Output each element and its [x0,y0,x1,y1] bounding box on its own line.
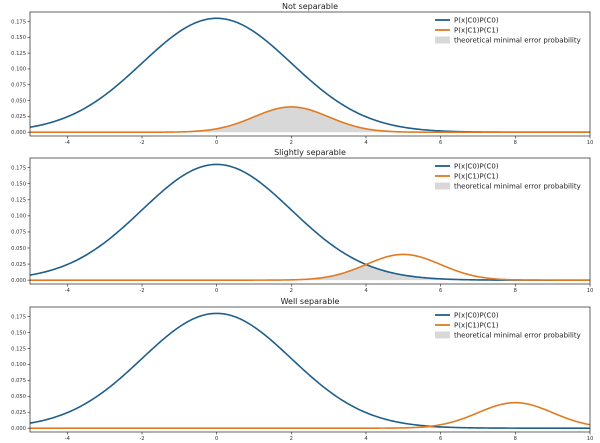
legend-label-c0: P(x|C0)P(C0) [454,16,499,24]
chart-panel-1: Not separable -4 -2 0 2 4 6 8 10 0.000 0.025 0.050 0… [11,2,593,146]
x-tick-label: -2 [139,140,144,146]
y-tick-label: 0.100 [11,362,26,368]
x-tick-label: 8 [514,140,517,146]
legend-label-c1: P(x|C1)P(C1) [454,321,499,329]
legend-label-c0: P(x|C0)P(C0) [454,162,499,170]
chart-panel-3: Well separable -4 -2 0 2 4 6 8 10 0.000 0.025 0.050… [11,297,593,442]
legend: P(x|C0)P(C0) P(x|C1)P(C1) theoretical mini… [435,162,581,190]
error-probability-area [30,106,590,133]
axes-frame [29,306,591,433]
legend-swatch-error [435,331,450,339]
x-tick-label: 6 [439,436,442,442]
legend-label-c1: P(x|C1)P(C1) [454,172,499,180]
x-tick-label: -4 [65,288,71,294]
legend-swatch-error [435,182,450,190]
series-line-c1 [30,401,591,429]
y-tick-label: 0.000 [11,278,26,284]
y-tick-label: 0.125 [11,198,26,204]
x-tick-label: 10 [587,140,594,146]
y-tick-label: 0.075 [11,83,26,89]
x-tick-label: -2 [139,436,144,442]
x-tick-label: 10 [587,288,594,294]
x-tick-label: 0 [215,140,218,146]
series-line-c0 [29,312,590,429]
axes-frame [29,11,591,137]
x-tick-label: -2 [139,288,144,294]
x-tick-label: 6 [439,288,442,294]
y-tick-label: 0.175 [11,165,26,171]
y-tick-label: 0.150 [11,35,26,41]
legend-label-error: theoretical minimal error probability [454,182,581,190]
y-tick-label: 0.000 [11,130,26,136]
y-tick-label: 0.150 [11,182,26,188]
legend: P(x|C0)P(C0) P(x|C1)P(C1) theoretical mini… [435,311,581,339]
y-tick-label: 0.125 [11,346,26,352]
y-tick-label: 0.100 [11,214,26,220]
x-tick-label: 4 [364,436,368,442]
y-tick-label: 0.050 [11,394,26,400]
x-tick-label: 8 [514,288,517,294]
y-tick-label: 0.000 [11,426,26,432]
y-tick-label: 0.050 [11,98,26,104]
y-tick-label: 0.175 [11,19,26,25]
y-tick-label: 0.025 [11,262,26,268]
y-tick-label: 0.050 [11,246,26,252]
chart-title: Slightly separable [274,148,346,157]
legend-label-c0: P(x|C0)P(C0) [454,311,499,319]
x-tick-label: 2 [290,288,293,294]
chart-panel-2: Slightly separable -4 -2 0 2 4 6 8 10 0.000 0.025 0… [11,148,593,294]
x-tick-label: 2 [290,436,293,442]
legend-label-error: theoretical minimal error probability [454,36,581,44]
x-tick-label: 4 [364,140,368,146]
series-line-c1 [30,106,590,133]
y-tick-label: 0.075 [11,230,26,236]
legend: P(x|C0)P(C0) P(x|C1)P(C1) theoretical mini… [435,16,581,44]
x-tick-label: 10 [587,436,594,442]
x-tick-label: 0 [215,288,218,294]
y-tick-label: 0.025 [11,114,26,120]
x-tick-label: 8 [514,436,517,442]
y-tick-label: 0.150 [11,330,26,336]
series-line-c0 [29,163,590,281]
y-tick-label: 0.125 [11,51,26,57]
y-tick-label: 0.175 [11,314,26,320]
axes-frame [29,157,591,285]
y-tick-label: 0.075 [11,378,26,384]
x-tick-label: 2 [290,140,293,146]
y-tick-label: 0.025 [11,410,26,416]
legend-label-c1: P(x|C1)P(C1) [454,26,499,34]
legend-swatch-error [435,36,450,44]
x-tick-label: -4 [65,436,71,442]
x-tick-label: 0 [215,436,218,442]
x-tick-label: 4 [364,288,368,294]
chart-title: Not separable [282,2,338,11]
chart-title: Well separable [281,297,340,306]
series-line-c1 [30,253,590,281]
x-tick-label: 6 [439,140,442,146]
error-probability-area [30,264,590,281]
y-tick-label: 0.100 [11,67,26,73]
legend-label-error: theoretical minimal error probability [454,331,581,339]
x-tick-label: -4 [65,140,71,146]
